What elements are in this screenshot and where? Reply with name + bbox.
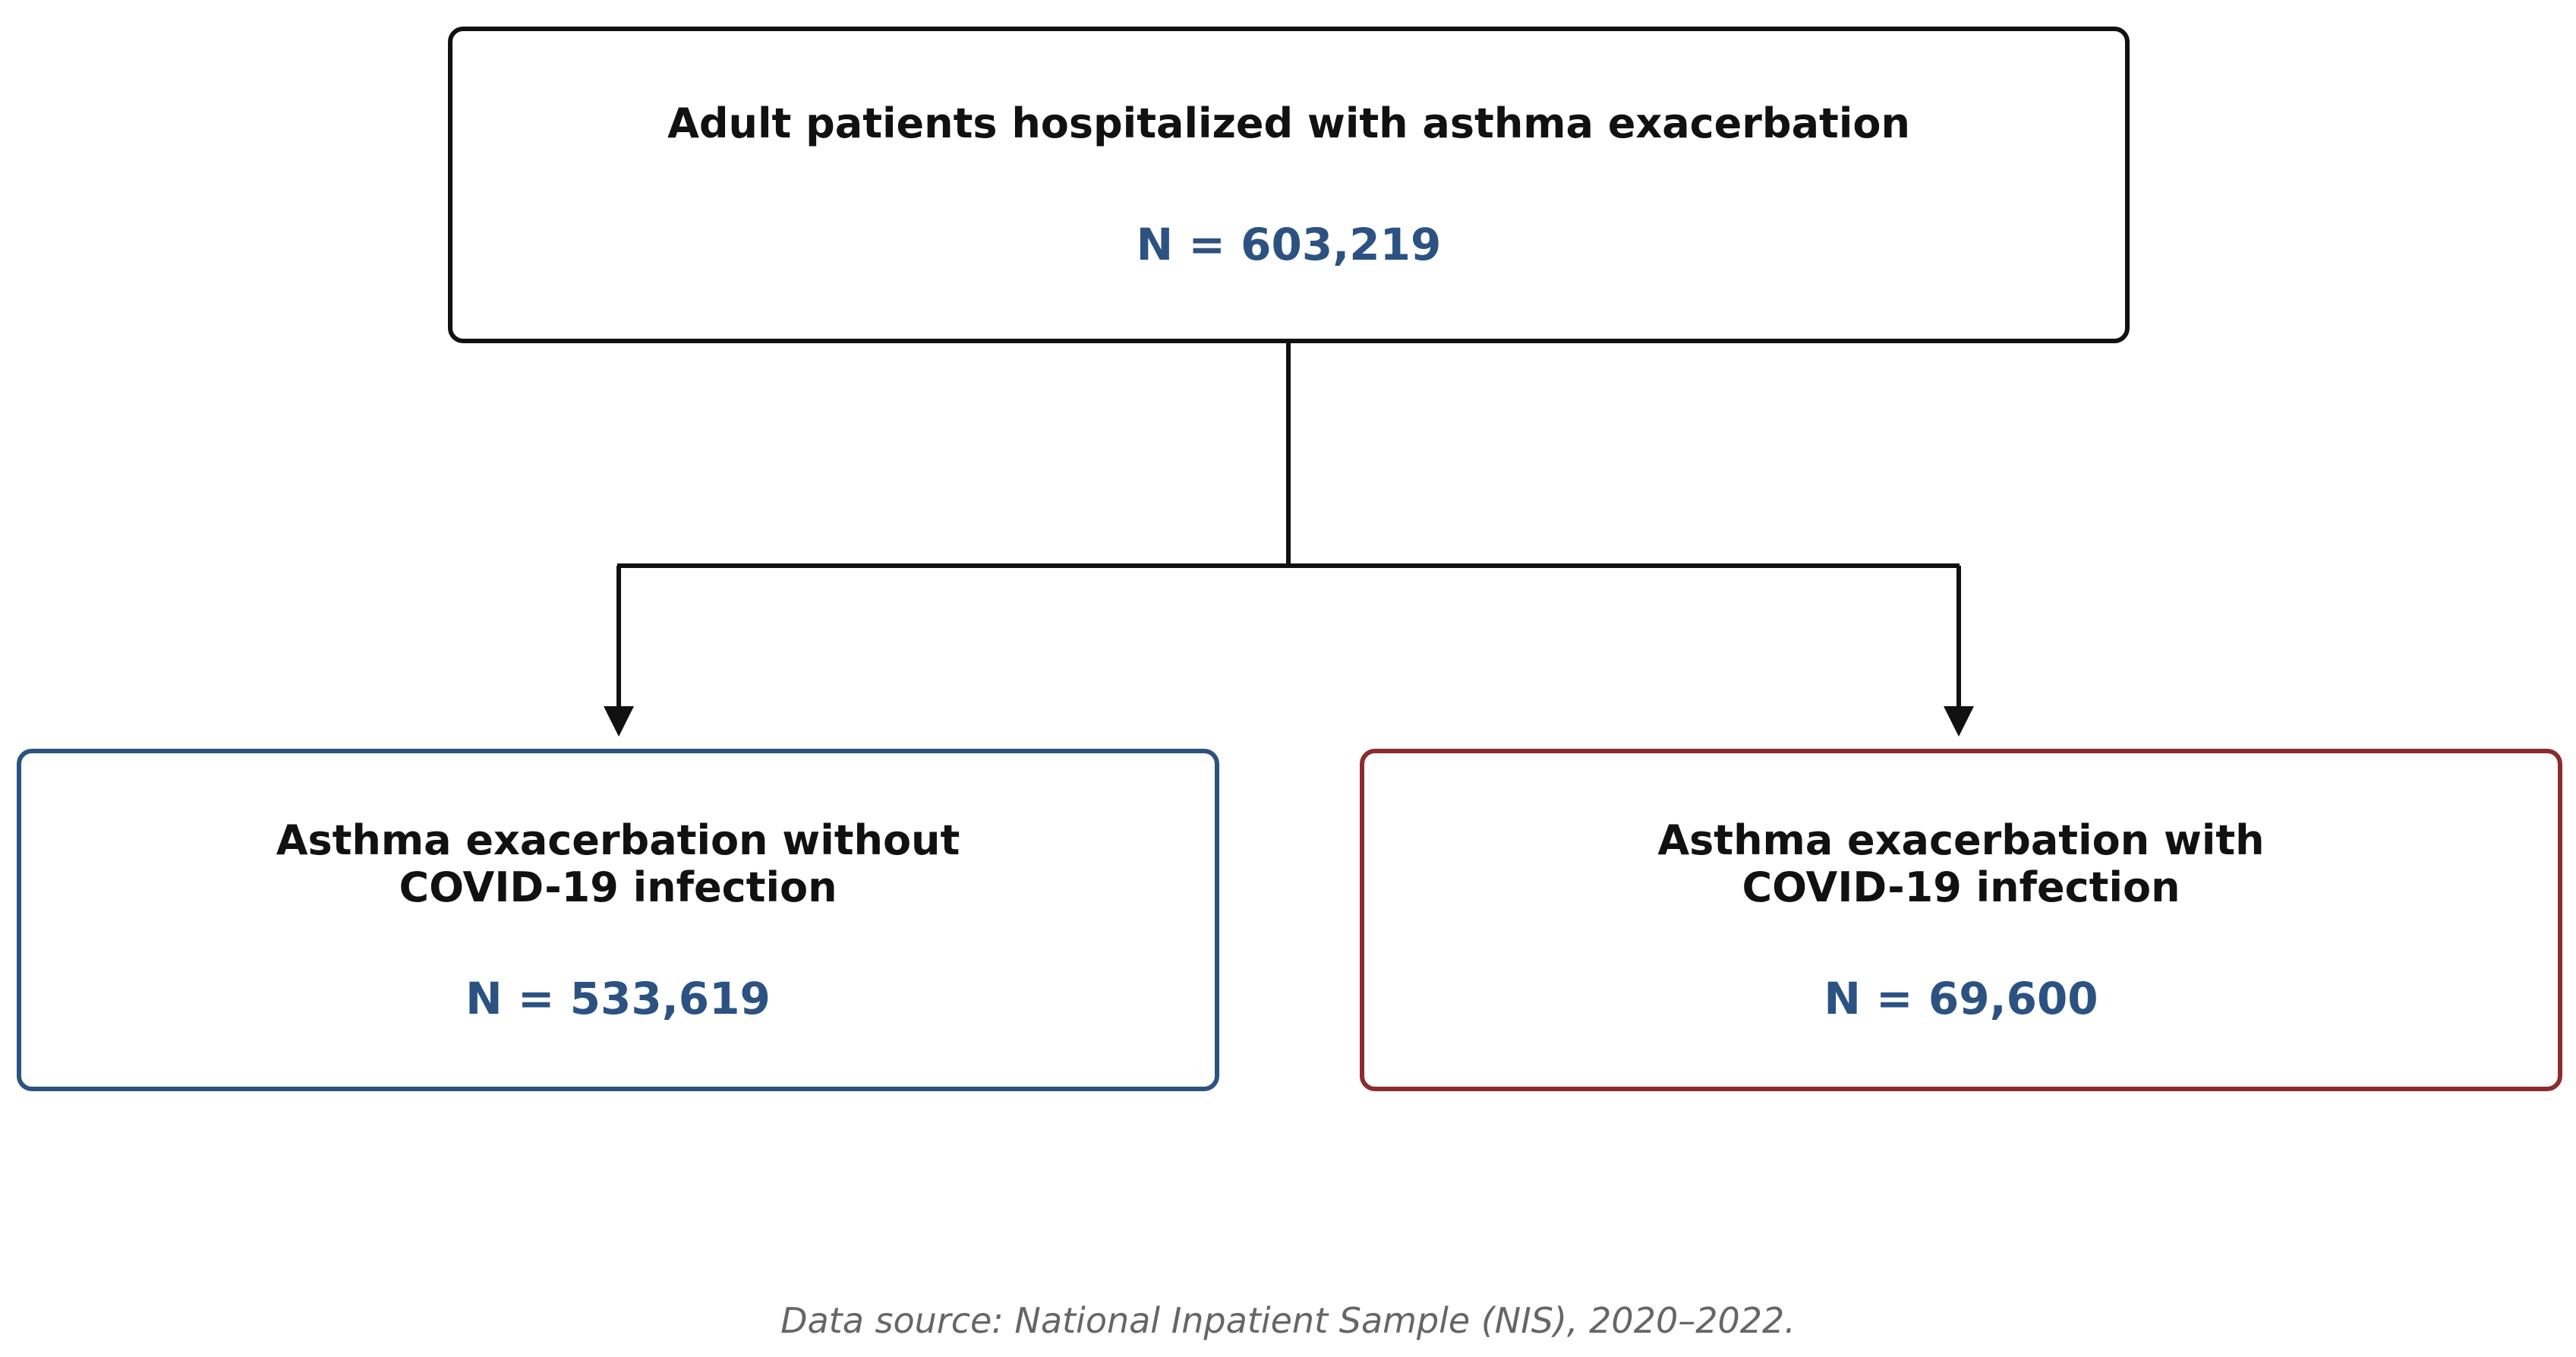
- top-box-count: N = 603,219: [1136, 219, 1442, 270]
- data-source-note: Data source: National Inpatient Sample (…: [780, 1300, 1796, 1341]
- left-box: Asthma exacerbation without COVID-19 inf…: [17, 749, 1219, 1091]
- left-box-count: N = 533,619: [465, 972, 771, 1024]
- top-box-title: Adult patients hospitalized with asthma …: [667, 99, 1910, 147]
- right-box-count: N = 69,600: [1824, 972, 2098, 1024]
- right-arrow-head: [1944, 706, 1974, 737]
- left-box-title: Asthma exacerbation without COVID-19 inf…: [276, 816, 960, 911]
- right-box-title: Asthma exacerbation with COVID-19 infect…: [1657, 816, 2265, 911]
- left-arrow-head: [604, 706, 634, 737]
- right-box: Asthma exacerbation with COVID-19 infect…: [1360, 749, 2562, 1091]
- top-box: Adult patients hospitalized with asthma …: [448, 27, 2130, 343]
